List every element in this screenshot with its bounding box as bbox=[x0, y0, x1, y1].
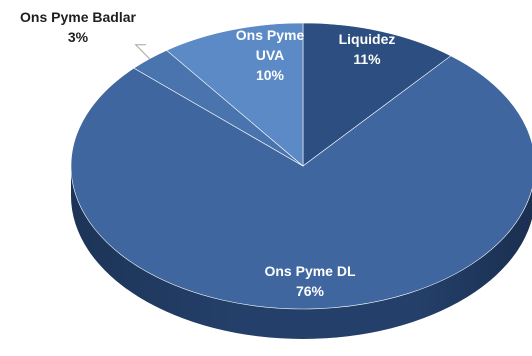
data-label-dl-name: Ons Pyme DL bbox=[264, 263, 355, 279]
data-label-liquidez-pct: 11% bbox=[353, 51, 381, 67]
leader-line-badlar bbox=[134, 44, 150, 60]
data-label-liquidez-name: Liquidez bbox=[339, 31, 396, 47]
data-labels-group: Liquidez 11% Ons Pyme UVA 10% Ons Pyme D… bbox=[20, 9, 395, 299]
pie-side-group bbox=[71, 166, 532, 339]
pie-side-wall bbox=[71, 166, 532, 339]
leader-lines-group bbox=[134, 44, 150, 60]
data-label-uva-name-line2: UVA bbox=[256, 47, 285, 63]
pie-slice-dl bbox=[70, 55, 532, 310]
data-label-uva-name-line1: Ons Pyme bbox=[236, 27, 305, 43]
data-label-dl-pct: 76% bbox=[296, 283, 325, 299]
pie-slices-group bbox=[70, 22, 532, 310]
data-label-uva-pct: 10% bbox=[256, 67, 285, 83]
data-label-badlar-name: Ons Pyme Badlar bbox=[20, 9, 136, 25]
pie-slice-liquidez bbox=[302, 22, 452, 167]
pie-slice-uva bbox=[166, 22, 304, 167]
data-label-badlar-pct: 3% bbox=[68, 29, 89, 45]
